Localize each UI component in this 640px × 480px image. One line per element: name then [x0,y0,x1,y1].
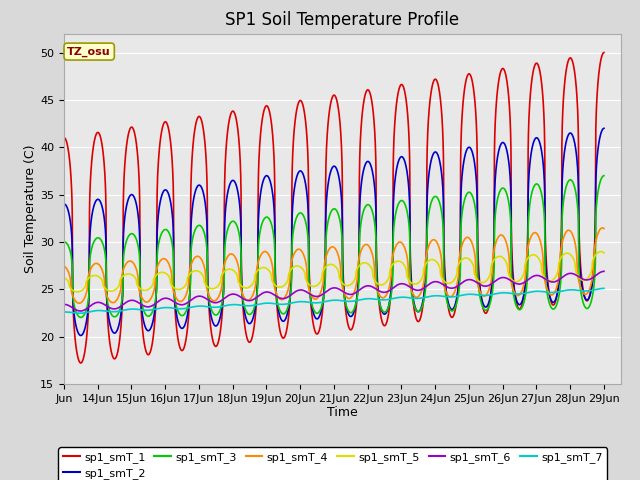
sp1_smT_6 [485,282,493,288]
sp1_smT_7 [76,311,83,316]
sp1_smT_4 [451,289,459,295]
Line: sp1_smT_1: sp1_smT_1 [64,52,604,363]
sp1_smT_1 [403,106,411,112]
sp1_smT_7 [171,305,179,311]
sp1_smT_1 [594,79,602,85]
sp1_smT_4 [76,300,83,306]
sp1_smT_5 [594,250,602,255]
sp1_smT_2 [600,125,608,131]
sp1_smT_6 [451,285,459,290]
sp1_smT_7 [600,286,608,291]
sp1_smT_5 [171,286,179,291]
sp1_smT_1 [518,303,525,309]
sp1_smT_1 [485,302,493,308]
sp1_smT_5 [60,275,68,281]
sp1_smT_5 [597,249,605,254]
sp1_smT_2 [171,297,179,302]
sp1_smT_5 [600,250,608,256]
sp1_smT_4 [594,230,602,236]
sp1_smT_6 [403,282,411,288]
sp1_smT_4 [403,254,411,260]
sp1_smT_2 [77,333,84,338]
X-axis label: Time: Time [327,407,358,420]
sp1_smT_5 [451,276,459,282]
sp1_smT_3 [485,303,493,309]
Line: sp1_smT_3: sp1_smT_3 [64,176,604,317]
sp1_smT_2 [451,303,459,309]
sp1_smT_4 [518,289,525,295]
Line: sp1_smT_7: sp1_smT_7 [64,288,604,313]
sp1_smT_4 [600,226,608,231]
sp1_smT_2 [485,299,493,304]
Y-axis label: Soil Temperature (C): Soil Temperature (C) [24,144,37,273]
sp1_smT_3 [600,173,608,179]
Line: sp1_smT_6: sp1_smT_6 [64,271,604,311]
sp1_smT_4 [598,225,606,231]
sp1_smT_6 [77,308,84,314]
sp1_smT_2 [518,300,525,305]
sp1_smT_1 [60,135,68,141]
sp1_smT_6 [518,281,525,287]
sp1_smT_4 [60,263,68,269]
sp1_smT_6 [60,301,68,307]
sp1_smT_1 [171,300,179,306]
sp1_smT_7 [60,309,68,315]
sp1_smT_2 [403,169,411,175]
sp1_smT_4 [485,286,493,292]
sp1_smT_5 [74,289,81,295]
Text: TZ_osu: TZ_osu [67,47,111,57]
sp1_smT_1 [451,309,459,315]
sp1_smT_7 [485,292,493,298]
sp1_smT_7 [451,294,459,300]
sp1_smT_7 [403,295,411,300]
sp1_smT_3 [451,306,459,312]
sp1_smT_7 [518,291,525,297]
Legend: sp1_smT_1, sp1_smT_2, sp1_smT_3, sp1_smT_4, sp1_smT_5, sp1_smT_6, sp1_smT_7: sp1_smT_1, sp1_smT_2, sp1_smT_3, sp1_smT… [58,447,607,480]
sp1_smT_5 [485,274,493,280]
sp1_smT_2 [60,201,68,207]
sp1_smT_3 [60,239,68,245]
sp1_smT_3 [403,209,411,215]
Line: sp1_smT_5: sp1_smT_5 [64,252,604,292]
Line: sp1_smT_4: sp1_smT_4 [64,228,604,303]
sp1_smT_3 [594,189,602,194]
Line: sp1_smT_2: sp1_smT_2 [64,128,604,336]
sp1_smT_3 [518,305,525,311]
sp1_smT_4 [171,292,179,298]
Title: SP1 Soil Temperature Profile: SP1 Soil Temperature Profile [225,11,460,29]
sp1_smT_6 [594,271,602,276]
sp1_smT_7 [594,286,602,292]
sp1_smT_6 [600,268,608,274]
sp1_smT_1 [600,49,608,55]
sp1_smT_6 [171,300,179,305]
sp1_smT_3 [171,294,179,300]
sp1_smT_3 [77,314,84,320]
sp1_smT_2 [594,146,602,152]
sp1_smT_5 [403,274,411,279]
sp1_smT_5 [518,276,525,281]
sp1_smT_1 [77,360,84,366]
